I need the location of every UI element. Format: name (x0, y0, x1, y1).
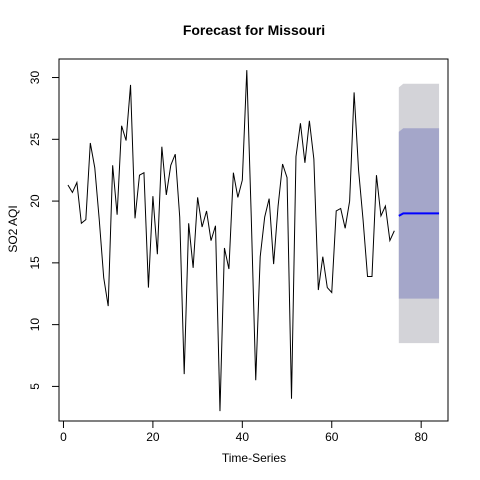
y-tick-label: 5 (28, 383, 42, 390)
forecast-mean-line (398, 212, 440, 217)
history-line (67, 70, 395, 412)
x-tick-label: 40 (236, 430, 250, 444)
x-tick-label: 80 (414, 430, 428, 444)
y-axis: 5 10 15 20 25 30 (28, 71, 60, 390)
x-tick-label: 0 (60, 430, 67, 444)
x-axis-label: Time-Series (222, 451, 286, 465)
y-axis-label: SO2 AQI (6, 205, 20, 252)
y-tick-label: 25 (28, 132, 42, 146)
y-tick-label: 10 (28, 318, 42, 332)
y-tick-label: 20 (28, 194, 42, 208)
x-tick-label: 60 (325, 430, 339, 444)
series-lines (67, 70, 440, 412)
y-tick-label: 15 (28, 256, 42, 270)
y-tick-label: 30 (28, 71, 42, 85)
chart-title: Forecast for Missouri (183, 22, 325, 38)
x-tick-label: 20 (146, 430, 160, 444)
x-axis: 0 20 40 60 80 (60, 420, 428, 444)
